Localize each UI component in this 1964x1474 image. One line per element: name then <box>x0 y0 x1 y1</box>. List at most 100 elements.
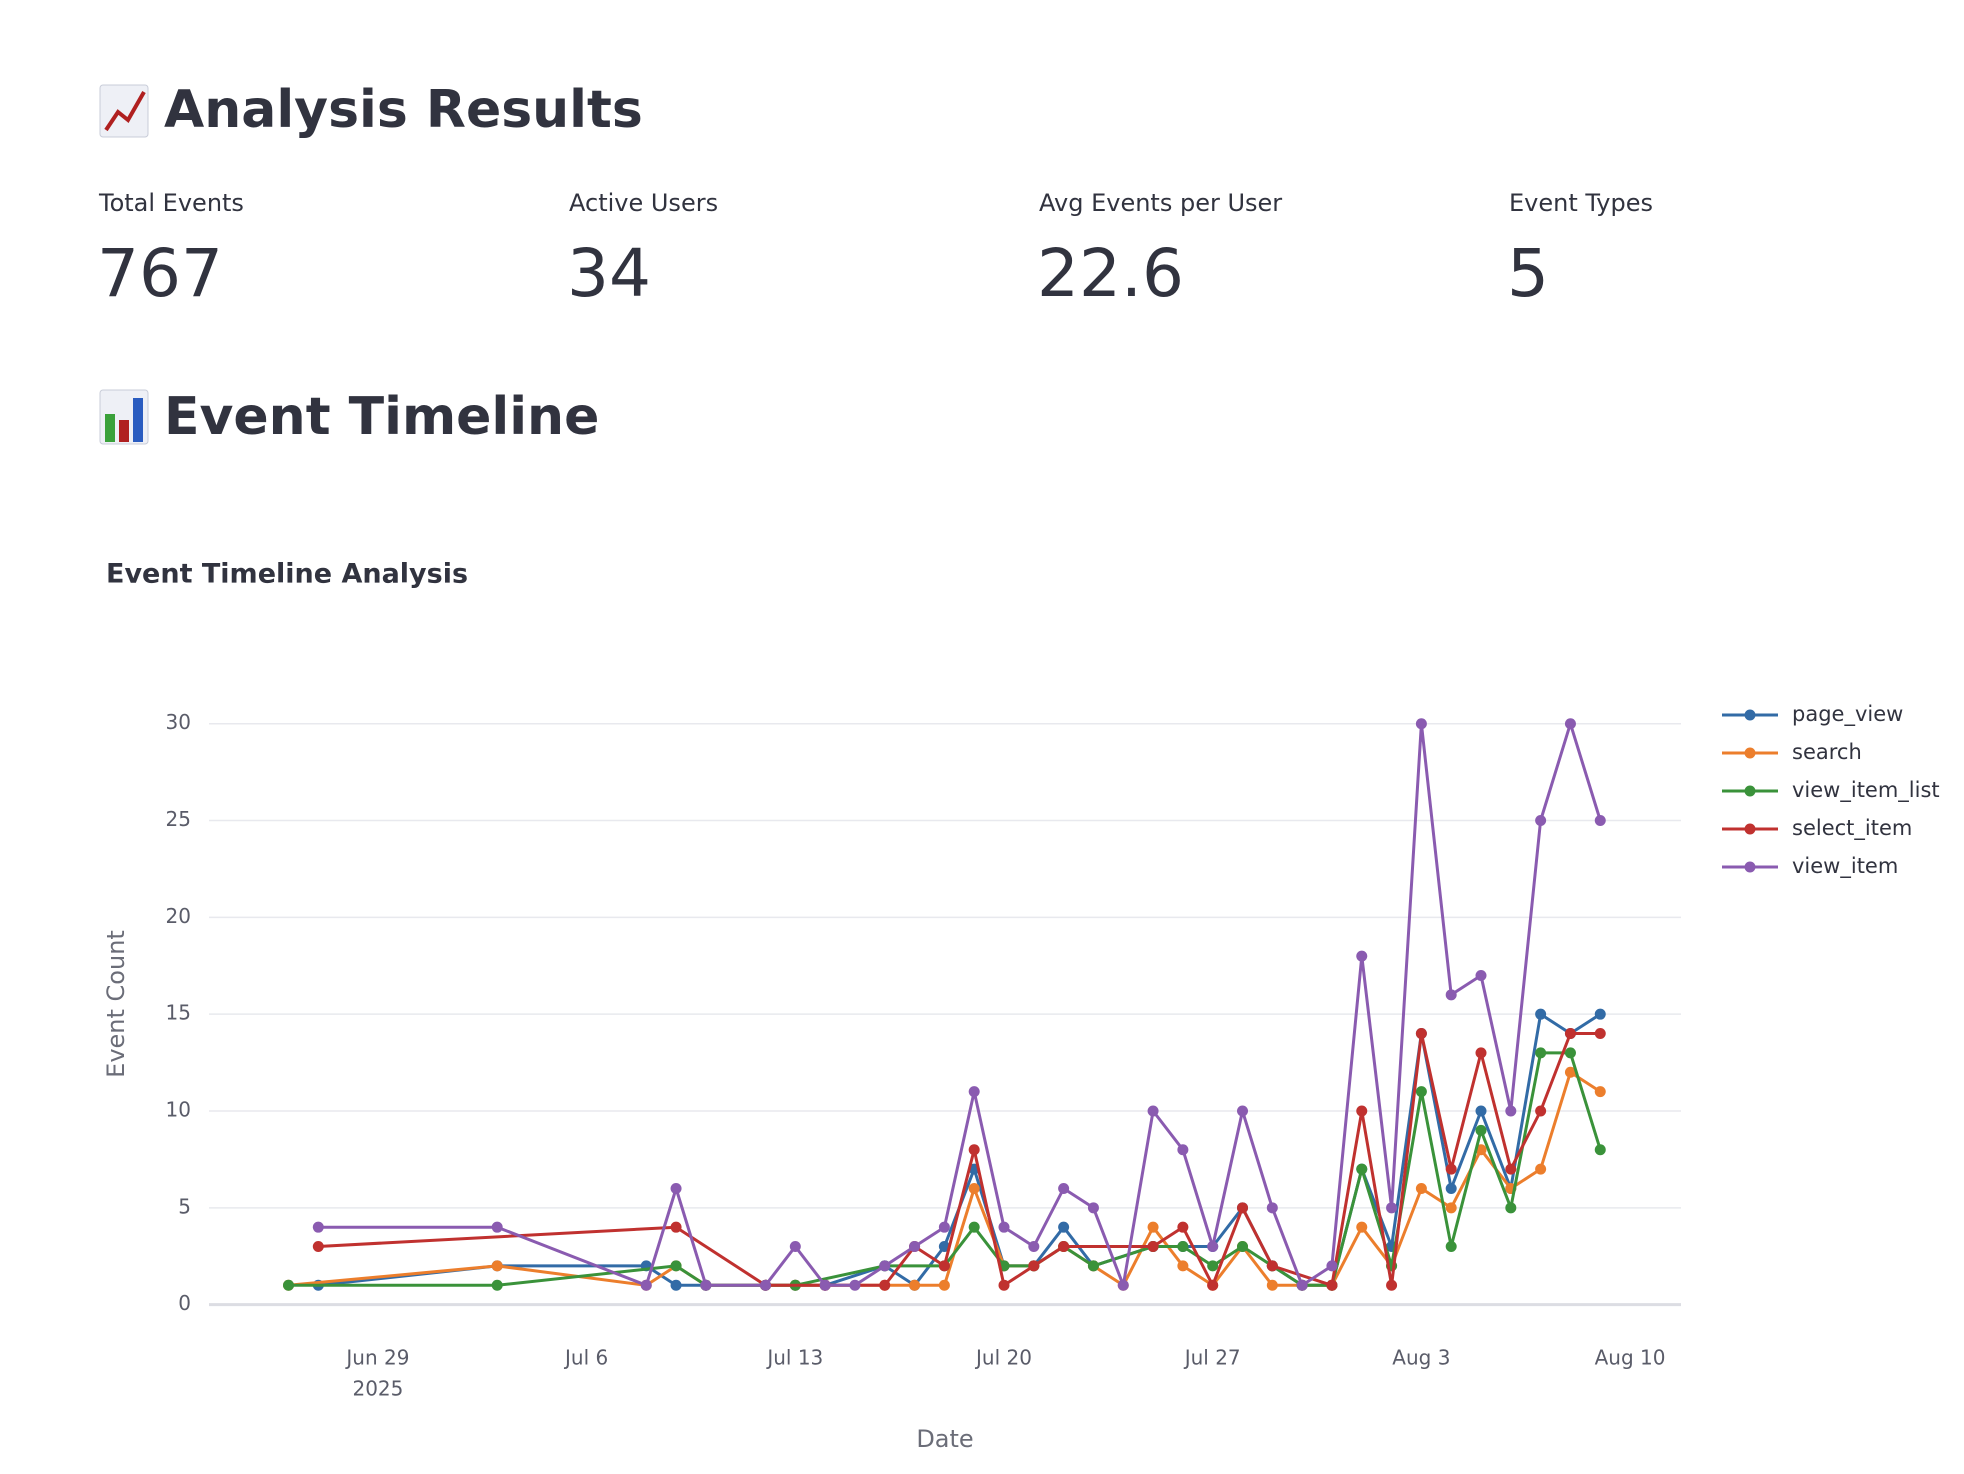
metric-label: Event Types <box>1509 189 1653 217</box>
point <box>1147 1241 1159 1253</box>
legend-marker <box>1744 823 1756 835</box>
point <box>1028 1260 1040 1272</box>
point <box>1207 1260 1219 1272</box>
point <box>1564 1047 1576 1059</box>
point <box>938 1260 950 1272</box>
metric-value: 5 <box>1507 235 1549 312</box>
point <box>1087 1260 1099 1272</box>
point <box>819 1279 831 1291</box>
point <box>1058 1221 1070 1233</box>
point <box>1117 1279 1129 1291</box>
point <box>1147 1221 1159 1233</box>
point <box>312 1241 324 1253</box>
point <box>670 1260 682 1272</box>
metric-value: 34 <box>567 235 651 312</box>
legend-label: select_item <box>1792 816 1912 841</box>
point <box>998 1279 1010 1291</box>
point <box>283 1279 295 1291</box>
point <box>1087 1202 1099 1214</box>
point <box>1356 1221 1368 1233</box>
point <box>879 1279 891 1291</box>
point <box>1535 1105 1547 1117</box>
point <box>1505 1105 1517 1117</box>
x-tick-label: Aug 10 <box>1595 1346 1666 1370</box>
point <box>909 1279 921 1291</box>
legend-label: page_view <box>1792 702 1903 727</box>
y-axis-title: Event Count <box>102 930 130 1078</box>
point <box>938 1221 950 1233</box>
point <box>998 1221 1010 1233</box>
point <box>1594 1086 1606 1098</box>
point <box>1296 1279 1308 1291</box>
point <box>1147 1105 1159 1117</box>
point <box>1207 1241 1219 1253</box>
point <box>1415 1028 1427 1040</box>
point <box>1475 1047 1487 1059</box>
series <box>312 718 1606 1291</box>
point <box>1266 1260 1278 1272</box>
point <box>1237 1202 1249 1214</box>
y-tick-label: 15 <box>166 1001 191 1025</box>
point <box>1475 1124 1487 1136</box>
legend-label: search <box>1792 740 1862 764</box>
legend-label: view_item <box>1792 854 1898 879</box>
x-axis-title: Date <box>916 1425 973 1453</box>
point <box>1535 1163 1547 1175</box>
x-tick-label: Jul 6 <box>563 1346 608 1370</box>
point <box>849 1279 861 1291</box>
point <box>1177 1144 1189 1156</box>
x-tick-label: Jul 27 <box>1183 1346 1241 1370</box>
point <box>1058 1241 1070 1253</box>
page-title: Analysis Results <box>164 80 643 140</box>
point <box>670 1279 682 1291</box>
timeline-icon <box>99 389 149 445</box>
point <box>1237 1105 1249 1117</box>
point <box>1415 1182 1427 1194</box>
point <box>1564 718 1576 730</box>
series-line <box>318 722 1602 1287</box>
point <box>1594 1008 1606 1020</box>
point <box>1594 815 1606 827</box>
point <box>1326 1260 1338 1272</box>
point <box>491 1221 503 1233</box>
point <box>938 1279 950 1291</box>
point <box>640 1279 652 1291</box>
point <box>1564 1066 1576 1078</box>
point <box>1535 1047 1547 1059</box>
point <box>879 1260 891 1272</box>
x-tick-label: Aug 3 <box>1392 1346 1450 1370</box>
point <box>1028 1241 1040 1253</box>
point <box>1415 718 1427 730</box>
point <box>670 1221 682 1233</box>
results-icon <box>99 84 149 138</box>
point <box>1475 969 1487 981</box>
metric-value: 767 <box>97 235 223 312</box>
metric-label: Active Users <box>569 189 718 217</box>
legend-marker <box>1744 785 1756 797</box>
point <box>1505 1163 1517 1175</box>
x-tick-label: Jun 29 <box>344 1346 409 1370</box>
point <box>909 1241 921 1253</box>
point <box>1177 1241 1189 1253</box>
point <box>1475 1105 1487 1117</box>
y-tick-label: 25 <box>166 807 191 831</box>
legend-marker <box>1744 861 1756 873</box>
point <box>1177 1221 1189 1233</box>
point <box>1445 1241 1457 1253</box>
metric-label: Avg Events per User <box>1039 189 1282 217</box>
metric-value: 22.6 <box>1037 235 1184 312</box>
point <box>1326 1279 1338 1291</box>
legend-marker <box>1744 709 1756 721</box>
point <box>1535 1008 1547 1020</box>
chart-title: Event Timeline Analysis <box>106 559 468 590</box>
point <box>1356 950 1368 962</box>
point <box>491 1279 503 1291</box>
legend-label: view_item_list <box>1792 778 1940 803</box>
point <box>1356 1163 1368 1175</box>
series-line <box>318 1032 1601 1287</box>
point <box>1445 989 1457 1001</box>
y-tick-label: 10 <box>166 1098 191 1122</box>
point <box>968 1144 980 1156</box>
point <box>1445 1163 1457 1175</box>
